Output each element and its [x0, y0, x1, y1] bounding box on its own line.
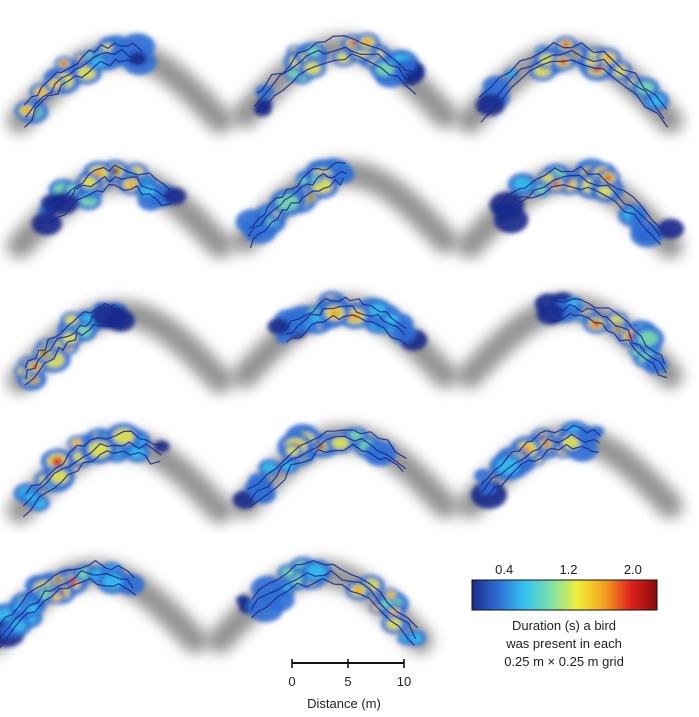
contour-line [286, 296, 407, 330]
contour-line [499, 165, 663, 230]
bird-heatmap-panel [457, 292, 683, 389]
contour-line [478, 41, 668, 110]
contour-line [254, 46, 415, 107]
bird-heatmap-panel [7, 33, 233, 134]
contour-line [285, 305, 406, 336]
heat-region [235, 158, 355, 244]
heat-region [232, 423, 397, 510]
scale-bar-tick-label: 0 [288, 674, 295, 689]
colorbar-tick-labels: 0.4 1.2 2.0 [495, 562, 642, 577]
contour-line [0, 577, 137, 649]
bird-heatmap-panel [0, 559, 208, 654]
colorbar-tick-label: 1.2 [559, 562, 577, 577]
contour-line [248, 161, 346, 230]
colorbar [471, 579, 658, 611]
contour-line [48, 164, 171, 204]
heat-region [0, 562, 145, 648]
scale-bar-ticks: 0 5 10 [288, 659, 411, 689]
contour-line [247, 170, 347, 237]
contour-line [22, 441, 162, 507]
contour-line [22, 449, 161, 518]
heat-region [471, 420, 605, 509]
contour-line [551, 297, 666, 365]
colorbar-legend: 0.4 1.2 2.0 Duration (s) a bird was presen… [471, 562, 658, 669]
bird-heatmap-panel [232, 423, 458, 519]
contour-line [23, 42, 143, 106]
bird-heatmap-panel [232, 158, 458, 254]
heat-region [31, 160, 187, 236]
contour-line [478, 49, 665, 120]
contour-line [498, 184, 662, 246]
bird-heatmap-panel [232, 291, 458, 389]
bird-heatmap-panel [457, 158, 685, 259]
contour-line [480, 433, 600, 494]
contour-line [286, 314, 408, 346]
contour-line [249, 177, 345, 249]
contour-line [0, 569, 134, 639]
contour-line [0, 559, 135, 625]
heat-region [13, 423, 170, 512]
colorbar-tick-label: 0.4 [495, 562, 513, 577]
contour-line [25, 430, 163, 495]
contour-line [251, 560, 419, 629]
contour-line [248, 443, 404, 509]
contour-line [251, 577, 415, 646]
heat-region [14, 33, 157, 124]
heatmap-panels [0, 32, 685, 654]
contour-line [549, 312, 668, 379]
bird-heatmap-panel [232, 32, 458, 129]
contour-line [23, 58, 141, 128]
colorbar-tick-label: 2.0 [624, 562, 642, 577]
contour-line [551, 303, 667, 374]
scale-bar-tick-label: 10 [397, 674, 411, 689]
contour-line [480, 424, 601, 485]
contour-line [24, 302, 115, 369]
contour-line [247, 429, 407, 490]
contour-line [48, 175, 171, 218]
scale-bar-caption: Distance (m) [307, 696, 381, 711]
heat-region [14, 301, 135, 391]
contour-line [256, 53, 417, 113]
contour-line [480, 59, 669, 128]
bird-heatmap-panel [7, 299, 233, 394]
bird-heatmap-panel [457, 36, 683, 134]
contour-line [500, 174, 662, 238]
contour-line [24, 48, 139, 118]
heat-region [267, 291, 428, 351]
legend-caption-line-3: 0.25 m × 0.25 m grid [504, 654, 624, 669]
contour-line [477, 443, 599, 503]
legend-caption-line-2: was present in each [505, 636, 622, 651]
bird-heatmap-panel [207, 556, 433, 654]
legend-caption-line-1: Duration (s) a bird [512, 618, 616, 633]
scale-bar-tick-label: 5 [344, 674, 351, 689]
bird-heatmap-panel [7, 423, 233, 524]
contour-line [49, 184, 172, 224]
contour-line [24, 323, 115, 386]
bird-heatmap-panel [7, 160, 233, 259]
scale-bar: 0 5 10 Distance (m) [288, 659, 411, 711]
contour-line [250, 569, 417, 640]
bird-heatmap-panel [457, 420, 683, 519]
contour-line [25, 311, 113, 380]
contour-line [250, 435, 407, 501]
